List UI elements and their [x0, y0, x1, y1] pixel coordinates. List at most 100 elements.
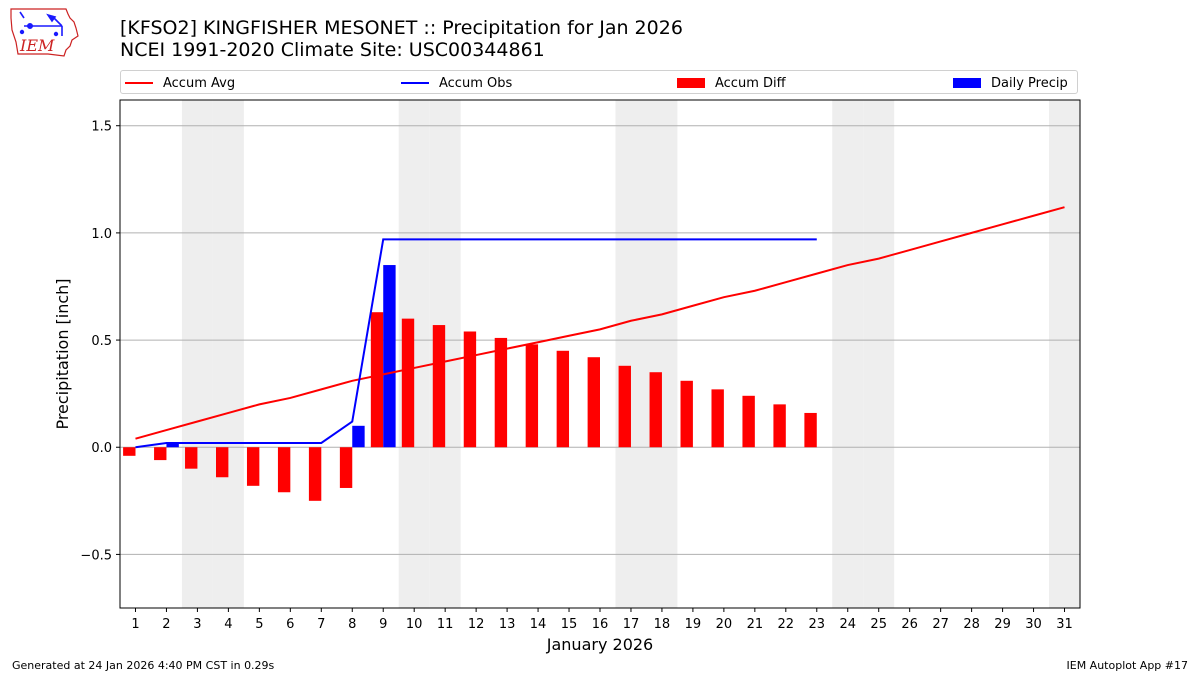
accum-diff-bar — [185, 447, 198, 469]
x-tick-label: 9 — [379, 617, 387, 632]
weekend-shade-day-24 — [832, 100, 864, 608]
x-tick-label: 8 — [348, 617, 356, 632]
x-axis-label: January 2026 — [546, 635, 653, 654]
accum-avg-line — [135, 206, 1065, 440]
iowa-outline-icon — [10, 8, 79, 57]
x-tick-label: 11 — [437, 617, 454, 632]
series-lines — [135, 206, 1065, 449]
accum-obs-line — [135, 238, 817, 449]
x-tick-label: 22 — [778, 617, 795, 632]
x-tick-label: 26 — [901, 617, 918, 632]
accum-diff-bar — [711, 389, 724, 448]
weekend-shade-day-3 — [181, 100, 213, 608]
accum-diff-bar — [556, 350, 570, 448]
accum-diff-bar — [494, 337, 508, 448]
daily-precip-bar — [383, 265, 396, 448]
x-tick-label: 5 — [255, 617, 263, 632]
accum-diff-bar — [154, 447, 167, 461]
y-axis: −0.5 0.0 0.5 1.0 1.5 — [80, 120, 120, 563]
daily-precip-bar — [166, 442, 179, 448]
x-tick-label: 15 — [561, 617, 578, 632]
accum-diff-bar — [123, 447, 136, 456]
y-tick-label: 1.0 — [91, 227, 112, 242]
y-axis-label: Precipitation [inch] — [53, 278, 72, 429]
y-gridlines — [120, 125, 1080, 555]
accum-diff-bar — [277, 447, 291, 493]
accum-diff-bar — [463, 331, 477, 448]
x-tick-label: 27 — [932, 617, 949, 632]
logo-text: IEM — [19, 36, 55, 55]
weekend-shade-day-31 — [1049, 100, 1080, 608]
accum-diff-bar — [773, 404, 786, 448]
weekend-shade-day-18 — [646, 100, 678, 608]
x-tick-label: 12 — [468, 617, 485, 632]
x-tick-label: 2 — [162, 617, 170, 632]
daily-precip-bar — [352, 425, 365, 448]
x-tick-label: 29 — [994, 617, 1011, 632]
legend-swatch-accum-diff — [677, 78, 705, 88]
legend-item-daily-precip: Daily Precip — [953, 74, 1068, 92]
accum-diff-bar — [432, 325, 446, 448]
x-tick-label: 6 — [286, 617, 294, 632]
y-tick-label: 0.0 — [91, 441, 112, 456]
weekend-shade-day-25 — [863, 100, 895, 608]
accum-diff-bar — [649, 372, 662, 448]
accum-diff-bar — [216, 447, 229, 478]
x-tick-label: 3 — [193, 617, 201, 632]
iem-logo: IEM — [10, 8, 79, 57]
x-tick-label: 19 — [685, 617, 702, 632]
legend-swatch-accum-obs — [401, 82, 429, 84]
chart-legend: Accum Avg Accum Obs Accum Diff Daily Pre… — [120, 70, 1078, 94]
x-tick-label: 21 — [747, 617, 764, 632]
x-axis: 1 2 3 4 5 6 7 8 9 10 11 12 13 14 15 16 17 18 19 20 21 22 23 24 2… — [131, 608, 1073, 632]
x-tick-label: 7 — [317, 617, 325, 632]
accum-diff-bar — [804, 412, 817, 448]
legend-item-accum-diff: Accum Diff — [677, 74, 786, 92]
accum-diff-bar — [308, 447, 322, 501]
x-tick-label: 14 — [530, 617, 547, 632]
weekend-shading — [181, 100, 1080, 608]
accum-diff-bar — [370, 312, 384, 448]
accum-diff-bar — [339, 447, 353, 488]
x-tick-label: 17 — [623, 617, 640, 632]
accum-diff-bar — [618, 365, 631, 448]
accum-diff-bar — [587, 357, 600, 448]
x-tick-label: 13 — [499, 617, 516, 632]
weekend-shade-day-17 — [615, 100, 647, 608]
weather-station-icon — [19, 11, 63, 37]
x-tick-label: 31 — [1056, 617, 1073, 632]
x-tick-label: 16 — [592, 617, 609, 632]
legend-item-accum-obs: Accum Obs — [401, 74, 512, 92]
plot-frame — [119, 99, 1081, 609]
legend-swatch-daily-precip — [953, 78, 981, 88]
footer-app: IEM Autoplot App #17 — [1066, 659, 1189, 672]
accum-diff-bar — [742, 395, 755, 448]
accum-diff-bar — [680, 380, 693, 448]
legend-label-daily-precip: Daily Precip — [991, 75, 1068, 91]
x-tick-label: 30 — [1025, 617, 1042, 632]
x-tick-label: 18 — [654, 617, 671, 632]
chart-title: [KFSO2] KINGFISHER MESONET :: Precipitat… — [120, 17, 683, 39]
legend-label-accum-diff: Accum Diff — [715, 75, 786, 91]
x-tick-label: 20 — [716, 617, 733, 632]
accum-diff-bar — [246, 447, 260, 486]
x-tick-label: 24 — [839, 617, 856, 632]
x-tick-label: 28 — [963, 617, 980, 632]
y-tick-label: 1.5 — [91, 120, 112, 135]
footer-generated: Generated at 24 Jan 2026 4:40 PM CST in … — [12, 659, 275, 672]
chart-subtitle: NCEI 1991-2020 Climate Site: USC00344861 — [120, 39, 545, 61]
x-tick-label: 25 — [870, 617, 887, 632]
bars — [123, 265, 817, 501]
legend-label-accum-obs: Accum Obs — [439, 75, 513, 91]
y-tick-label: −0.5 — [80, 548, 112, 563]
x-tick-label: 10 — [406, 617, 423, 632]
accum-diff-bar — [525, 344, 539, 448]
x-tick-label: 4 — [224, 617, 232, 632]
x-tick-label: 23 — [809, 617, 826, 632]
accum-diff-bar — [401, 318, 415, 448]
legend-item-accum-avg: Accum Avg — [125, 74, 235, 92]
y-tick-label: 0.5 — [91, 334, 112, 349]
legend-label-accum-avg: Accum Avg — [163, 75, 236, 91]
x-tick-label: 1 — [131, 617, 139, 632]
